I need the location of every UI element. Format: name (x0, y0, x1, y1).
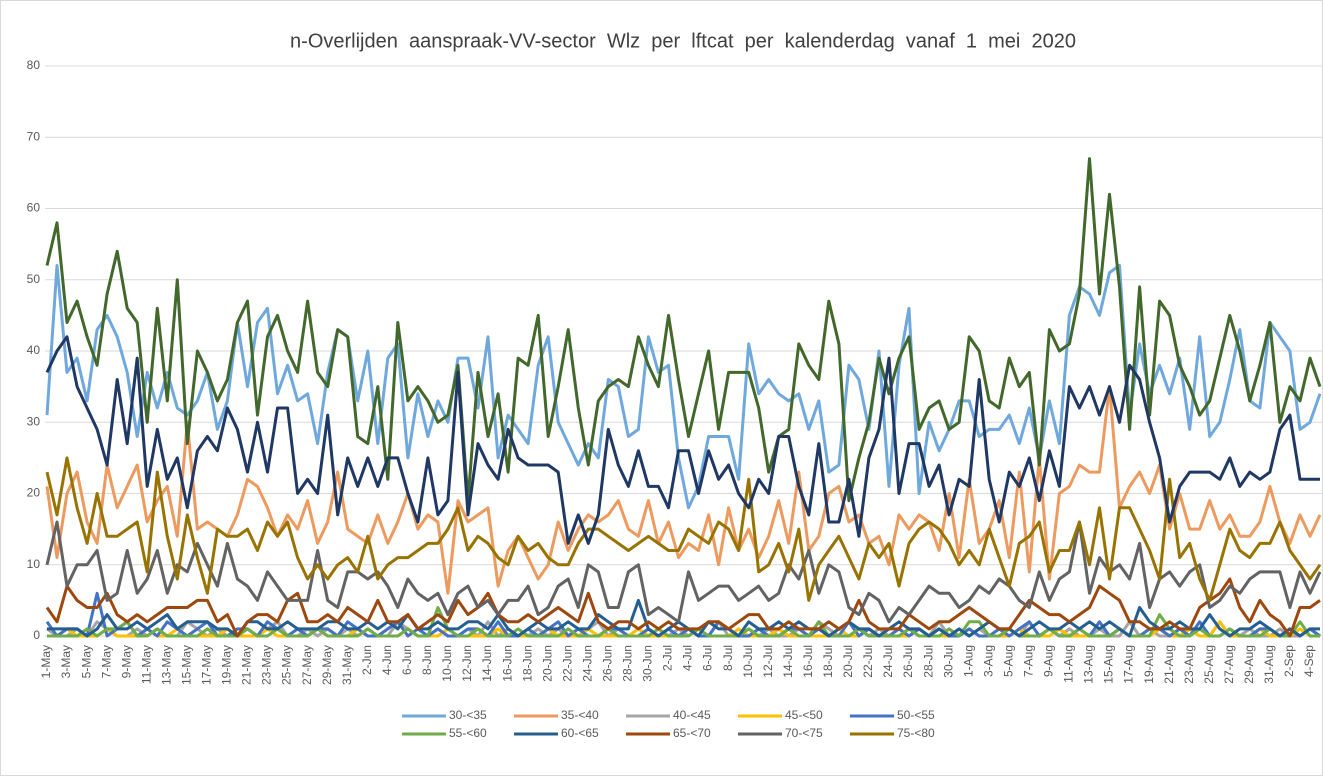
x-tick-label: 27-Aug (1222, 645, 1236, 684)
y-tick-label: 40 (27, 343, 41, 357)
x-tick-label: 28-Jul (921, 645, 935, 678)
x-tick-label: 2-Jun (360, 645, 374, 675)
x-tick-label: 26-Jun (600, 645, 614, 682)
legend-label: 40-<45 (673, 708, 711, 722)
legend-label: 30-<35 (449, 708, 487, 722)
legend-label: 75-<80 (897, 726, 935, 740)
x-tick-label: 21-May (240, 645, 254, 685)
legend-label: 55-<60 (449, 726, 487, 740)
x-tick-label: 20-Jul (841, 645, 855, 678)
x-tick-label: 28-Jun (621, 645, 635, 682)
series-line (45, 591, 1321, 638)
x-tick-label: 23-May (260, 645, 274, 685)
legend-label: 65-<70 (673, 726, 711, 740)
x-tick-label: 24-Jun (580, 645, 594, 682)
x-tick-label: 9-Aug (1042, 645, 1056, 677)
x-tick-label: 1-Aug (961, 645, 975, 677)
x-tick-label: 9-May (119, 645, 133, 678)
legend-label: 45-<50 (785, 708, 823, 722)
series-line (45, 264, 1322, 510)
x-tick-label: 6-Jul (701, 645, 715, 671)
legend-label: 35-<40 (561, 708, 599, 722)
x-tick-label: 8-Jun (420, 645, 434, 675)
x-tick-label: 18-Jun (520, 645, 534, 682)
x-tick-label: 10-Jun (440, 645, 454, 682)
x-tick-label: 5-Aug (1001, 645, 1015, 677)
x-tick-label: 17-Aug (1122, 645, 1136, 684)
x-tick-label: 11-May (139, 645, 153, 684)
x-tick-label: 25-Aug (1202, 645, 1216, 684)
x-tick-label: 21-Aug (1162, 645, 1176, 684)
series-line (45, 577, 1321, 638)
x-tick-label: 3-May (59, 645, 73, 678)
x-tick-label: 1-May (39, 645, 53, 678)
x-tick-label: 29-Aug (1242, 645, 1256, 684)
x-tick-label: 4-Sep (1302, 645, 1316, 677)
x-tick-label: 13-Aug (1082, 645, 1096, 684)
series-line (47, 606, 1320, 638)
x-tick-label: 7-May (99, 645, 113, 678)
y-tick-label: 50 (27, 272, 41, 286)
y-tick-label: 70 (27, 129, 41, 143)
legend-label: 50-<55 (897, 708, 935, 722)
x-tick-label: 4-Jul (681, 645, 695, 671)
x-tick-label: 14-Jun (480, 645, 494, 682)
x-tick-label: 12-Jul (761, 645, 775, 678)
x-tick-label: 27-May (300, 645, 314, 685)
x-tick-label: 31-May (340, 645, 354, 685)
x-tick-label: 17-May (200, 645, 214, 685)
x-tick-label: 10-Jul (741, 645, 755, 678)
x-tick-label: 11-Aug (1062, 645, 1076, 683)
x-tick-label: 2-Sep (1282, 645, 1296, 677)
x-tick-label: 4-Jun (380, 645, 394, 675)
x-tick-label: 26-Jul (901, 645, 915, 678)
series-line (45, 157, 1322, 503)
x-tick-label: 25-May (280, 645, 294, 685)
x-tick-label: 18-Jul (821, 645, 835, 678)
series-line (45, 456, 1322, 602)
x-tick-label: 29-May (320, 645, 334, 685)
y-tick-label: 30 (27, 414, 41, 428)
x-tick-label: 15-May (180, 645, 194, 685)
x-tick-label: 19-Aug (1142, 645, 1156, 684)
x-tick-label: 14-Jul (781, 645, 795, 678)
series-line (47, 598, 1320, 638)
x-tick-label: 22-Jul (861, 645, 875, 678)
x-tick-label: 13-May (159, 645, 173, 685)
y-tick-label: 0 (33, 628, 40, 642)
x-tick-label: 30-Jun (641, 645, 655, 682)
x-tick-label: 2-Jul (661, 645, 675, 671)
series-line (45, 335, 1320, 545)
series-line (45, 385, 1322, 595)
x-tick-label: 7-Aug (1021, 645, 1035, 677)
y-tick-label: 20 (27, 486, 41, 500)
x-tick-label: 30-Jul (941, 645, 955, 678)
x-tick-label: 5-May (79, 645, 93, 678)
y-tick-label: 80 (27, 58, 41, 72)
x-tick-label: 16-Jul (801, 645, 815, 678)
x-tick-label: 20-Jun (540, 645, 554, 682)
x-tick-label: 16-Jun (500, 645, 514, 682)
x-tick-label: 3-Aug (981, 645, 995, 677)
x-tick-label: 31-Aug (1262, 645, 1276, 684)
legend-label: 70-<75 (785, 726, 823, 740)
x-tick-label: 6-Jun (400, 645, 414, 675)
x-tick-label: 8-Jul (721, 645, 735, 671)
y-tick-label: 10 (27, 557, 41, 571)
chart-title: n-Overlijden aanspraak-VV-sector Wlz per… (290, 30, 1076, 52)
y-tick-label: 60 (27, 201, 41, 215)
x-tick-label: 23-Aug (1182, 645, 1196, 684)
x-tick-label: 22-Jun (560, 645, 574, 682)
x-tick-label: 19-May (220, 645, 234, 685)
legend-label: 60-<65 (561, 726, 599, 740)
x-tick-label: 24-Jul (881, 645, 895, 678)
x-tick-label: 12-Jun (460, 645, 474, 682)
x-tick-label: 15-Aug (1102, 645, 1116, 684)
